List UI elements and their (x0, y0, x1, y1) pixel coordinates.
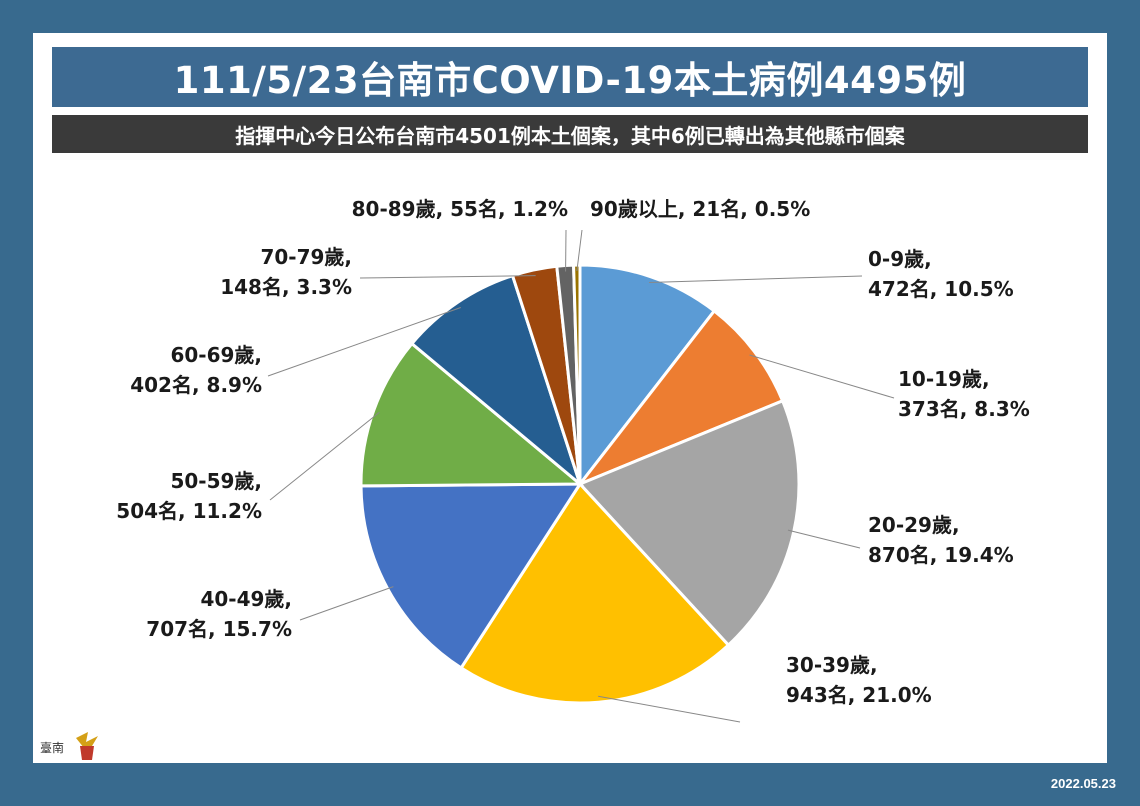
leader-line-70-79歲 (359, 275, 536, 279)
slice-label-0-9歲: 0-9歲, (868, 247, 932, 271)
leader-line-50-59歲 (269, 411, 380, 501)
slice-label-90歲以上: 90歲以上, 21名, 0.5% (590, 197, 810, 221)
slice-label-30-39歲: 30-39歲, (786, 653, 878, 677)
pie-slice-0-9歲 (578, 263, 717, 489)
leader-line-90歲以上 (576, 229, 583, 272)
slice-label-10-19歲: 10-19歲, (898, 367, 990, 391)
slice-label-70-79歲: 70-79歲, (260, 245, 352, 269)
slice-label-80-89歲: 80-89歲, 55名, 1.2% (352, 197, 568, 221)
tainan-logo: 臺南 (40, 732, 98, 760)
slice-label-60-69歲: 60-69歲, (170, 343, 262, 367)
slice-label-50-59歲: 50-59歲, (170, 469, 262, 493)
slice-value-70-79歲: 148名, 3.3% (220, 275, 352, 299)
slice-value-10-19歲: 373名, 8.3% (898, 397, 1030, 421)
slice-value-30-39歲: 943名, 21.0% (786, 683, 932, 707)
slice-label-40-49歲: 40-49歲, (200, 587, 292, 611)
page-subtitle: 指揮中心今日公布台南市4501例本土個案，其中6例已轉出為其他縣市個案 (52, 115, 1088, 153)
logo-base-icon (80, 746, 94, 760)
footer-date: 2022.05.23 (1050, 776, 1116, 791)
leader-lines (267, 229, 895, 723)
pie-slice-50-59歲 (359, 341, 585, 488)
pie-slice-10-19歲 (575, 308, 785, 488)
pie-slice-30-39歲 (459, 481, 731, 705)
leader-line-20-29歲 (787, 529, 861, 549)
slice-labels: 0-9歲, 472名, 10.5% 10-19歲, 373名, 8.3% 20-29歲,… (116, 197, 1029, 707)
slice-value-40-49歲: 707名, 15.7% (146, 617, 292, 641)
pie-slice-40-49歲 (359, 482, 583, 670)
pie-slice-90歲以上 (572, 263, 582, 485)
leader-line-60-69歲 (267, 307, 461, 377)
slice-value-0-9歲: 472名, 10.5% (868, 277, 1014, 301)
leader-line-40-49歲 (299, 586, 394, 621)
pie-slice-60-69歲 (409, 273, 584, 489)
leader-line-30-39歲 (598, 695, 741, 723)
page-title: 111/5/23台南市COVID-19本土病例4495例 (52, 47, 1088, 107)
logo-text: 臺南 (40, 740, 64, 755)
slice-label-20-29歲: 20-29歲, (868, 513, 960, 537)
logo-flame-icon (76, 732, 98, 748)
slice-value-50-59歲: 504名, 11.2% (116, 499, 262, 523)
leader-line-0-9歲 (648, 275, 863, 283)
slice-value-60-69歲: 402名, 8.9% (130, 373, 262, 397)
pie-slices (359, 263, 801, 705)
slice-value-20-29歲: 870名, 19.4% (868, 543, 1014, 567)
leader-line-10-19歲 (749, 354, 895, 399)
